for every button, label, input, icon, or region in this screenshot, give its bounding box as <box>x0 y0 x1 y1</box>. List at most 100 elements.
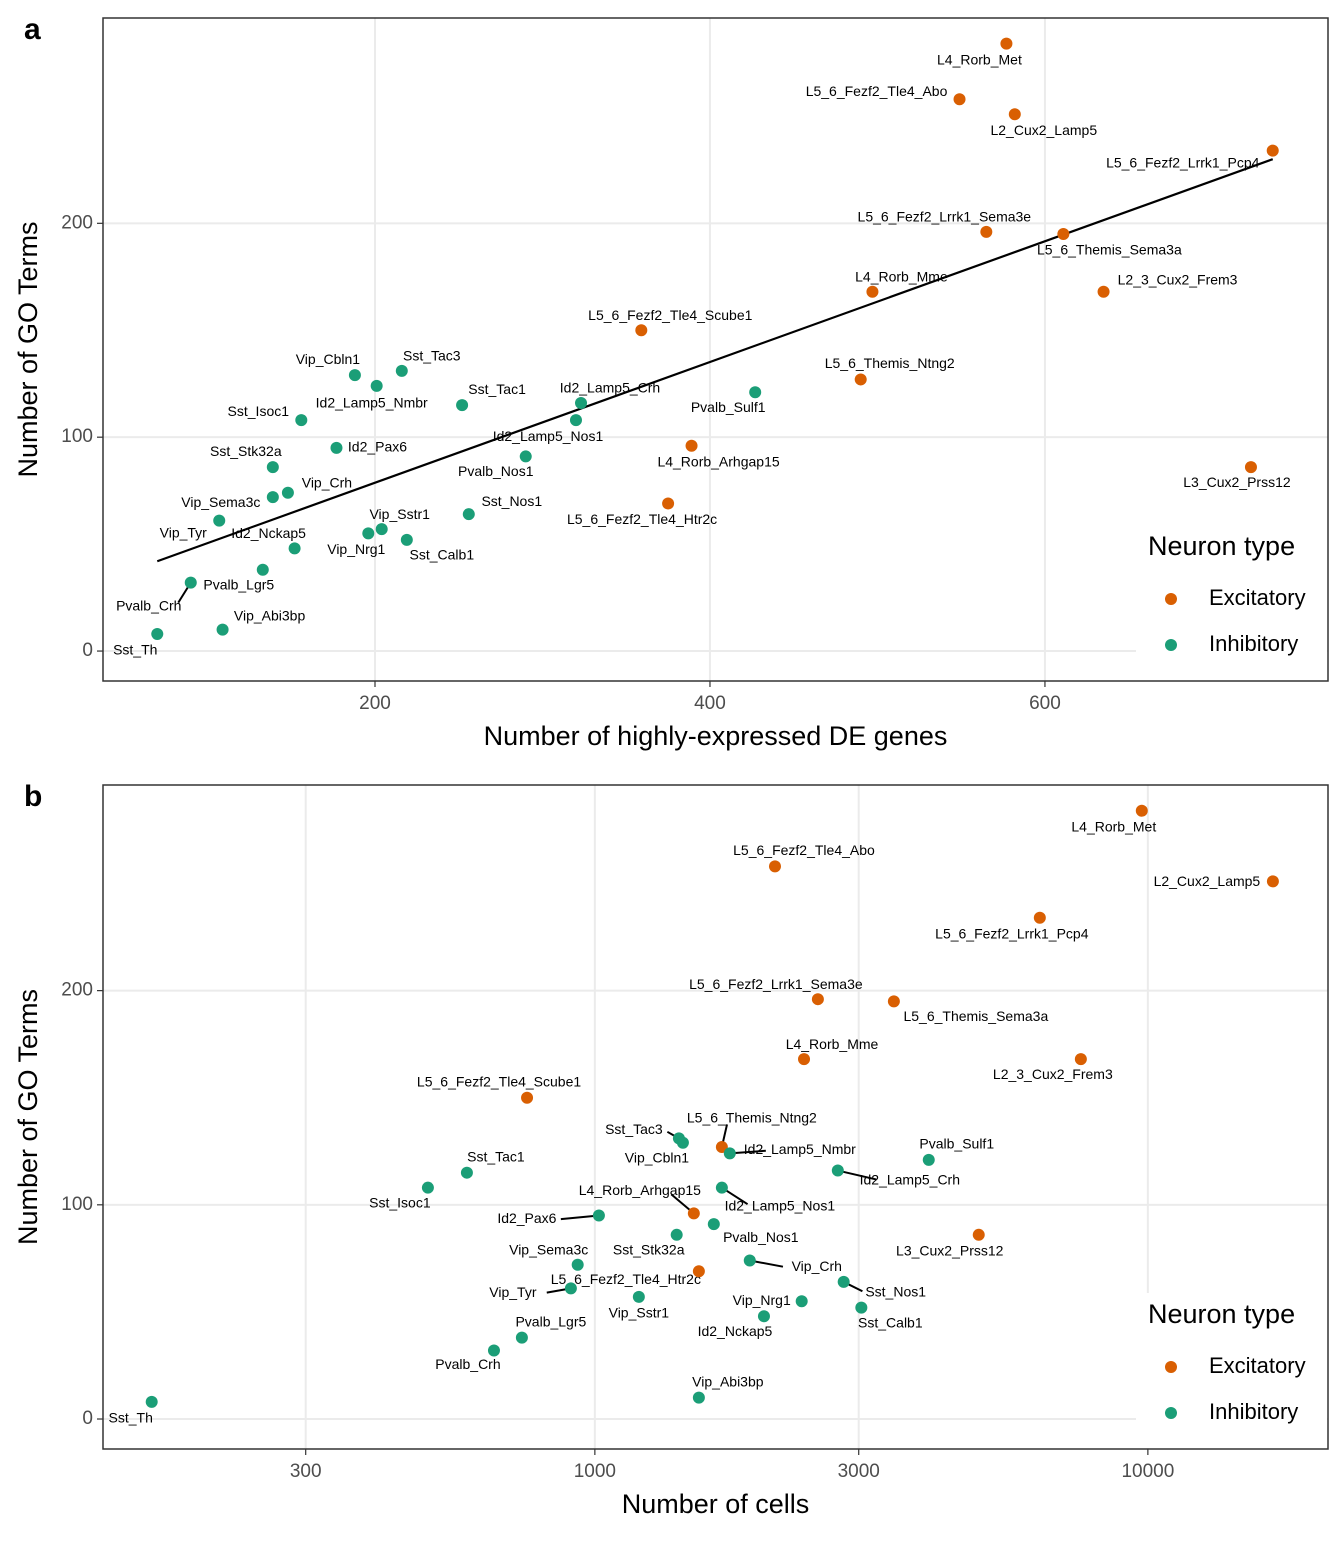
point <box>1266 144 1279 157</box>
point <box>1008 108 1021 121</box>
point-label: L2_Cux2_Lamp5 <box>1154 873 1261 889</box>
point-label: Sst_Nos1 <box>865 1284 926 1300</box>
point <box>1244 461 1257 474</box>
point <box>795 1295 808 1308</box>
point <box>922 1153 935 1166</box>
point <box>569 414 582 427</box>
y-tick-label: 200 <box>61 980 93 1001</box>
point-label: Sst_Th <box>109 1410 153 1426</box>
point <box>487 1344 500 1357</box>
point-label: L4_Rorb_Arhgap15 <box>579 1182 701 1198</box>
point <box>362 527 375 540</box>
point-label: Sst_Isoc1 <box>369 1194 431 1210</box>
point-label: Sst_Calb1 <box>410 547 475 563</box>
point-label: Id2_Pax6 <box>497 1210 556 1226</box>
point <box>375 523 388 536</box>
point-label: Pvalb_Sulf1 <box>691 399 766 415</box>
point <box>662 497 675 510</box>
y-tick-label: 0 <box>82 640 93 661</box>
point-label: L5_6_Fezf2_Lrrk1_Pcp4 <box>935 926 1089 942</box>
x-tick-label: 1000 <box>574 1461 616 1482</box>
point <box>972 1228 985 1241</box>
point-label: Pvalb_Sulf1 <box>919 1136 994 1152</box>
legend-label: Inhibitory <box>1209 631 1298 656</box>
legend-label: Excitatory <box>1209 585 1306 610</box>
point <box>692 1391 705 1404</box>
point <box>980 225 993 238</box>
x-axis-title: Number of highly-expressed DE genes <box>484 721 948 751</box>
point-label: L5_6_Themis_Sema3a <box>1037 242 1182 258</box>
x-tick-label: 200 <box>359 693 391 714</box>
point <box>571 1258 584 1271</box>
point <box>421 1181 434 1194</box>
point-label: Vip_Nrg1 <box>733 1292 791 1308</box>
point <box>866 285 879 298</box>
point <box>1074 1053 1087 1066</box>
point-label: L2_Cux2_Lamp5 <box>990 122 1097 138</box>
point <box>184 576 197 589</box>
point-label: L4_Rorb_Met <box>937 51 1022 67</box>
point <box>854 373 867 386</box>
point <box>281 486 294 499</box>
legend-swatch <box>1165 593 1177 605</box>
point-label: L5_6_Themis_Ntng2 <box>687 1110 817 1126</box>
point <box>515 1331 528 1344</box>
point <box>687 1207 700 1220</box>
point <box>521 1091 534 1104</box>
point <box>1097 285 1110 298</box>
point <box>460 1166 473 1179</box>
legend-title: Neuron type <box>1148 1299 1295 1329</box>
label-connector <box>837 1169 877 1181</box>
point-label: L4_Rorb_Met <box>1071 818 1156 834</box>
point <box>749 386 762 399</box>
point-label: Vip_Crh <box>302 474 352 490</box>
point <box>213 514 226 527</box>
y-tick-label: 200 <box>61 212 93 233</box>
plot-border <box>102 784 1329 1450</box>
point <box>1135 804 1148 817</box>
x-axis-title: Number of cells <box>622 1489 810 1519</box>
point-label: Vip_Sema3c <box>181 494 260 510</box>
point-label: L5_6_Fezf2_Tle4_Htr2c <box>567 511 717 527</box>
point <box>400 533 413 546</box>
point <box>266 491 279 504</box>
point-label: L4_Rorb_Mme <box>855 268 948 284</box>
y-tick-label: 100 <box>61 1194 93 1215</box>
point-label: Vip_Sema3c <box>509 1241 588 1257</box>
point <box>768 860 781 873</box>
point-label: Sst_Tac3 <box>605 1121 663 1137</box>
point-label: L5_6_Themis_Sema3a <box>903 1008 1048 1024</box>
plot-background <box>103 785 1328 1449</box>
point <box>855 1301 868 1314</box>
point <box>798 1053 811 1066</box>
legend-label: Excitatory <box>1209 1353 1306 1378</box>
x-tick-label: 400 <box>694 693 726 714</box>
point-label: Vip_Cbln1 <box>296 351 361 367</box>
point <box>723 1147 736 1160</box>
point <box>288 542 301 555</box>
point-label: Sst_Nos1 <box>481 493 542 509</box>
point <box>1033 911 1046 924</box>
x-tick-label: 3000 <box>838 1461 880 1482</box>
point-label: Id2_Lamp5_Nmbr <box>744 1141 856 1157</box>
point-label: L5_6_Fezf2_Tle4_Scube1 <box>588 307 752 323</box>
point <box>266 461 279 474</box>
x-tick-label: 10000 <box>1121 1461 1174 1482</box>
point-label: L5_6_Fezf2_Tle4_Htr2c <box>551 1271 701 1287</box>
point <box>670 1228 683 1241</box>
point-label: Vip_Crh <box>792 1258 842 1274</box>
plot-background <box>103 18 1328 681</box>
legend-title: Neuron type <box>1148 531 1295 561</box>
point <box>715 1140 728 1153</box>
point <box>564 1282 577 1295</box>
point-label: Id2_Lamp5_Nos1 <box>725 1197 836 1213</box>
point <box>692 1265 705 1278</box>
point-label: Id2_Lamp5_Crh <box>860 1171 960 1187</box>
point <box>676 1136 689 1149</box>
point <box>715 1181 728 1194</box>
point <box>1000 37 1013 50</box>
point-label: L3_Cux2_Prss12 <box>1183 474 1291 490</box>
legend-label: Inhibitory <box>1209 1399 1298 1424</box>
label-connector <box>560 1214 599 1221</box>
